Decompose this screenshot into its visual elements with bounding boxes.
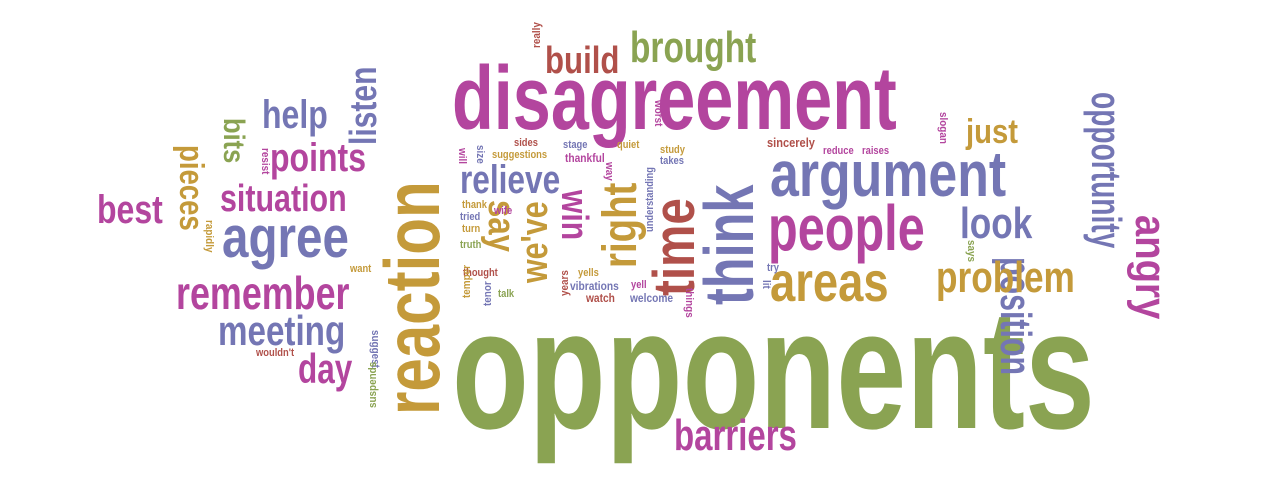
word-worst: worst [652, 100, 664, 127]
word-suggestions: suggestions [492, 149, 548, 161]
word-study: study [660, 144, 685, 156]
word-angry: angry [1126, 215, 1175, 320]
word-remember: remember [176, 267, 350, 319]
word-understanding: understanding [644, 167, 656, 232]
word-way: way [603, 162, 615, 181]
word-reduce: reduce [823, 145, 854, 157]
word-disagreement: disagreement [452, 49, 897, 149]
word-tried: tried [460, 211, 481, 223]
word-raises: raises [862, 145, 890, 157]
word-reaction: reaction [368, 181, 456, 415]
word-sincerely: sincerely [767, 135, 815, 150]
word-just: just [966, 113, 1018, 151]
word-stage: stage [563, 139, 588, 151]
word-thankful: thankful [565, 151, 605, 165]
word-meeting: meeting [218, 307, 346, 354]
word-things: things [683, 288, 695, 318]
word-look: look [960, 199, 1033, 248]
word-watch: watch [586, 291, 615, 305]
word-bits: bits [217, 118, 250, 164]
word-right: right [594, 182, 647, 268]
word-slogan: slogan [937, 112, 949, 144]
word-temper: temper [461, 264, 473, 298]
word-want: want [350, 263, 372, 275]
word-thought: thought [463, 267, 498, 279]
word-takes: takes [660, 155, 684, 167]
word-welcome: welcome [630, 291, 674, 305]
word-day: day [298, 345, 353, 392]
word-opportunity: opportunity [1083, 92, 1130, 249]
word-relieve: relieve [460, 158, 561, 202]
word-brought: brought [630, 23, 757, 72]
word-agree: agree [222, 205, 349, 270]
word-tenor: tenor [482, 281, 494, 306]
word-win: win [553, 190, 595, 241]
word-sides: sides [514, 137, 538, 149]
word-situation: situation [220, 178, 347, 220]
word-wife: wife [494, 205, 513, 217]
word-pieces: pieces [172, 145, 210, 231]
word-problem: problem [936, 253, 1075, 302]
word-truth: truth [460, 239, 482, 251]
word-best: best [97, 188, 163, 232]
word-size: size [474, 145, 486, 164]
word-points: points [270, 136, 366, 180]
word-listen: listen [343, 66, 385, 145]
word-barriers: barriers [674, 411, 797, 460]
word-build: build [545, 40, 620, 82]
word-really: really [531, 22, 543, 48]
word-will: will [456, 148, 468, 164]
word-yells: yells [578, 267, 599, 279]
word-people: people [768, 192, 925, 264]
word-talk: talk [498, 288, 515, 300]
word-lit: lit [760, 280, 772, 289]
word-opponents: opponents [452, 275, 1095, 465]
word-suspends: suspends [367, 361, 379, 408]
word-yell: yell [631, 279, 647, 291]
word-areas: areas [770, 250, 889, 313]
word-says: says [965, 240, 977, 263]
word-turn: turn [462, 223, 481, 235]
word-vibrations: vibrations [570, 279, 619, 293]
word-wouldnt: wouldn't [256, 347, 295, 359]
word-try: try [767, 262, 779, 274]
word-thank: thank [462, 199, 487, 211]
word-argument: argument [770, 138, 1007, 210]
word-rapidly: rapidly [203, 220, 215, 253]
word-resist: resist [259, 148, 271, 175]
word-help: help [262, 93, 328, 137]
word-quiet: quiet [617, 139, 640, 151]
